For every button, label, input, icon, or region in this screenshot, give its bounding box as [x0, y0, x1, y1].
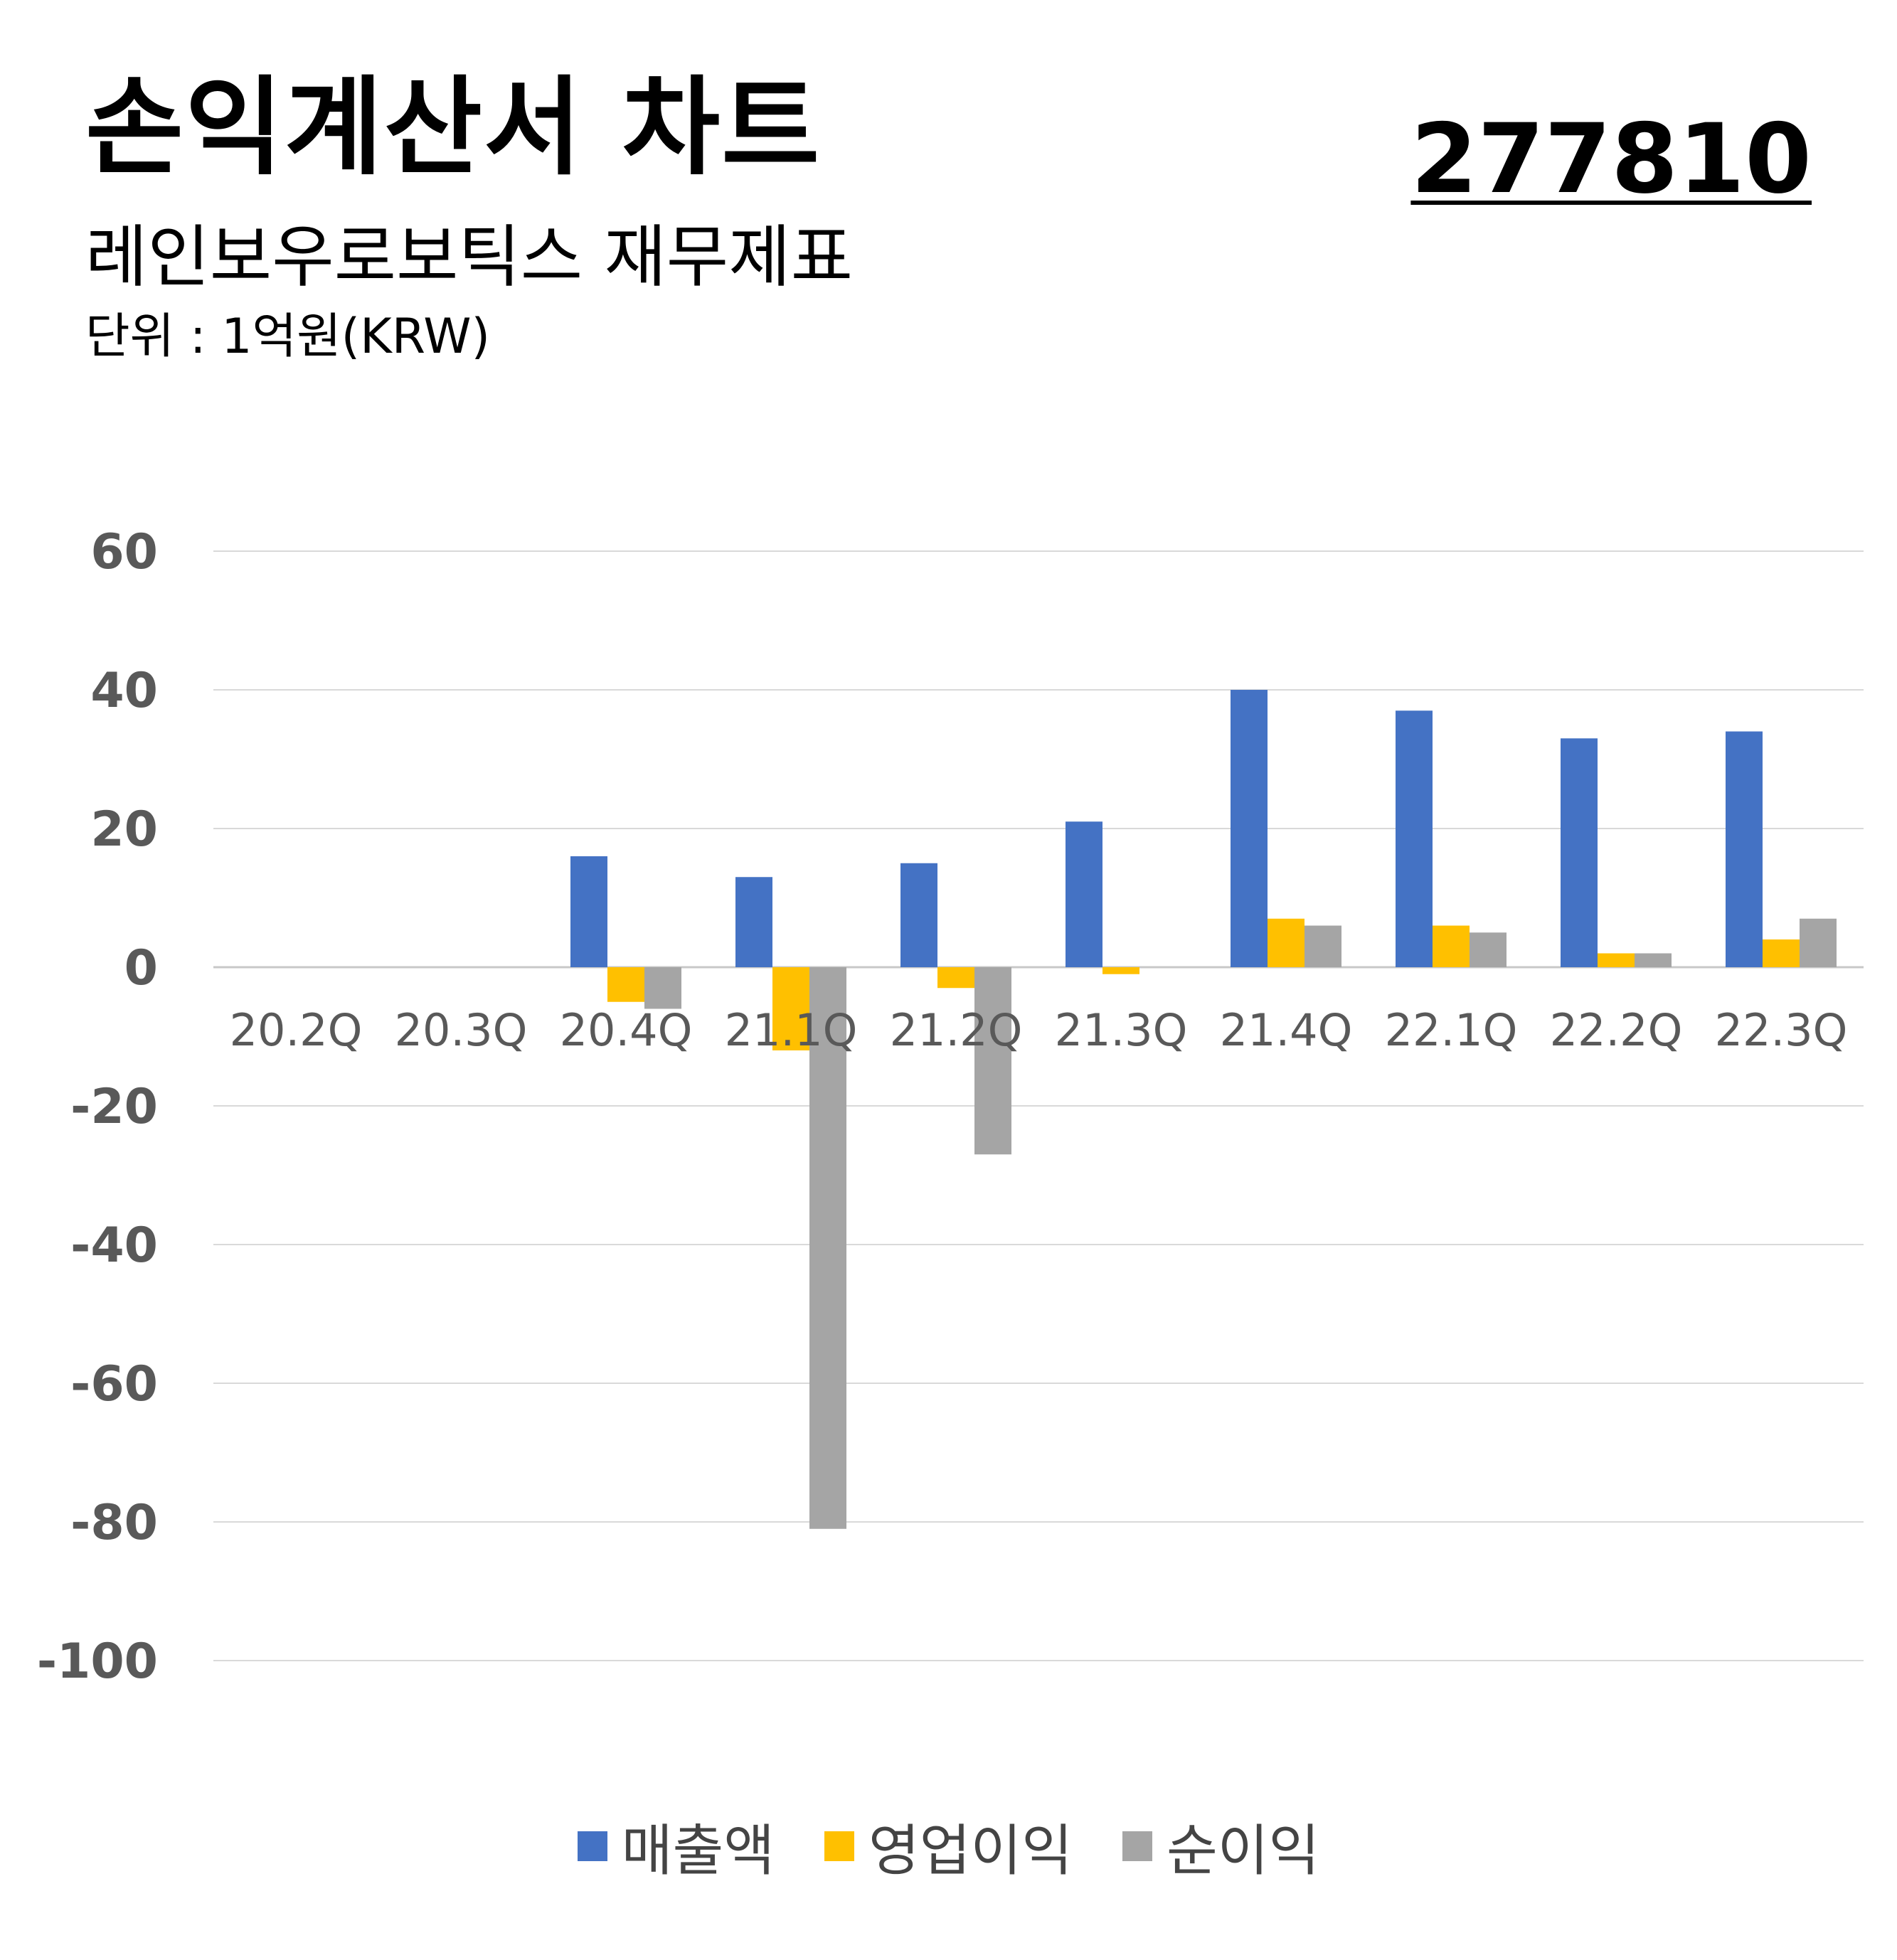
chart-title: 손익계산서 차트 [85, 66, 822, 190]
x-tick-label: 20.3Q [395, 1004, 528, 1056]
y-tick-label: -40 [70, 1218, 158, 1274]
bar-revenue [900, 863, 937, 967]
bar-operating [1433, 925, 1470, 967]
legend-item-revenue: 매출액 [577, 1806, 775, 1886]
y-tick-label: 20 [90, 801, 158, 858]
x-tick-label: 22.2Q [1550, 1004, 1683, 1056]
y-tick-label: 0 [124, 940, 158, 996]
legend-label-operating: 영업이익 [868, 1819, 1073, 1883]
x-tick-label: 20.4Q [560, 1004, 693, 1056]
bar-operating [1268, 918, 1304, 967]
bar-net [809, 967, 846, 1529]
bar-net [1470, 932, 1507, 967]
bar-operating [607, 967, 644, 1002]
bar-net [974, 967, 1011, 1155]
y-tick-label: 60 [90, 524, 158, 580]
chart-legend: 매출액 영업이익 순이익 [0, 1806, 1897, 1886]
bar-revenue [570, 856, 607, 967]
bar-revenue [1066, 821, 1102, 967]
bar-operating [937, 967, 974, 989]
y-tick-label: 40 [90, 663, 158, 719]
x-tick-label: 20.2Q [230, 1004, 363, 1056]
bar-revenue [1231, 690, 1268, 967]
x-tick-label: 21.3Q [1055, 1004, 1188, 1056]
y-tick-label: -80 [70, 1495, 158, 1551]
bar-operating [1102, 967, 1139, 974]
legend-item-net: 순이익 [1122, 1806, 1319, 1886]
bar-operating [1763, 939, 1800, 967]
legend-item-operating: 영업이익 [824, 1806, 1073, 1886]
y-tick-label: -20 [70, 1079, 158, 1135]
bar-net [1635, 953, 1672, 967]
bar-revenue [1561, 738, 1598, 967]
bar-net [644, 967, 681, 1009]
bar-revenue [735, 877, 772, 967]
y-tick-label: -60 [70, 1356, 158, 1412]
legend-label-revenue: 매출액 [621, 1819, 775, 1883]
legend-swatch-revenue [577, 1831, 607, 1861]
unit-label: 단위 : 1억원(KRW) [85, 309, 491, 365]
y-tick-label: -100 [37, 1634, 158, 1690]
legend-label-net: 순이익 [1167, 1819, 1320, 1883]
stock-code: 277810 [1410, 103, 1812, 215]
bar-revenue [1726, 731, 1763, 967]
bar-revenue [1396, 710, 1433, 967]
x-tick-label: 22.3Q [1715, 1004, 1848, 1056]
x-tick-label: 21.1Q [725, 1004, 858, 1056]
bar-net [1800, 918, 1837, 967]
bar-operating [1598, 953, 1635, 967]
legend-swatch-operating [824, 1831, 854, 1861]
legend-swatch-net [1122, 1831, 1153, 1861]
bar-operating [772, 967, 809, 1050]
x-tick-label: 21.2Q [890, 1004, 1023, 1056]
x-tick-label: 22.1Q [1385, 1004, 1518, 1056]
x-tick-label: 21.4Q [1220, 1004, 1353, 1056]
bar-net [1304, 925, 1341, 967]
chart-subtitle: 레인보우로보틱스 재무제표 [85, 218, 853, 297]
